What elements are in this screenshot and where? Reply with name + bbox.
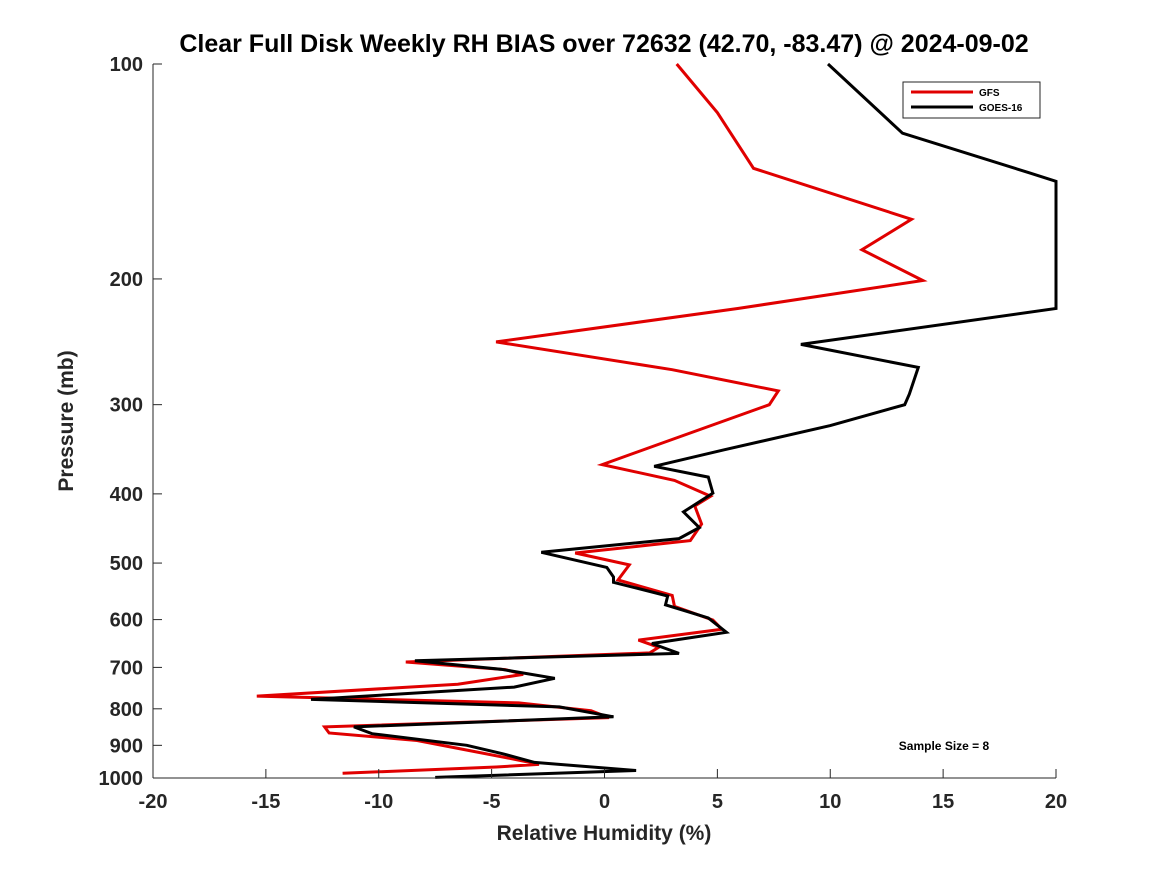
x-tick-label: -20 [139, 791, 168, 813]
chart-title: Clear Full Disk Weekly RH BIAS over 7263… [179, 30, 1028, 58]
y-tick-label: 600 [110, 610, 143, 632]
legend-label: GOES-16 [979, 103, 1023, 114]
x-tick-label: -10 [364, 791, 393, 813]
sample-size-annotation: Sample Size = 8 [899, 739, 990, 753]
legend-label: GFS [979, 88, 1000, 99]
y-tick-label: 700 [110, 657, 143, 679]
y-tick-label: 400 [110, 484, 143, 506]
legend: GFS GOES-16 [902, 81, 1041, 119]
y-tick-label: 1000 [99, 768, 144, 790]
plot-area [153, 64, 1056, 778]
x-tick-label: 5 [712, 791, 723, 813]
x-tick-label: -5 [483, 791, 501, 813]
x-tick-label: -15 [251, 791, 280, 813]
x-tick-label: 20 [1045, 791, 1067, 813]
y-tick-label: 900 [110, 735, 143, 757]
x-tick-label: 10 [819, 791, 841, 813]
series-layer [256, 62, 1058, 779]
y-tick-label: 500 [110, 553, 143, 575]
y-ticks: 100 200 300 400 500 600 700 800 900 1000 [99, 54, 162, 790]
legend-box [902, 81, 1041, 119]
series-line-goes-16 [310, 62, 1058, 779]
x-axis-label: Relative Humidity (%) [497, 822, 712, 845]
x-tick-label: 15 [932, 791, 954, 813]
y-tick-label: 200 [110, 269, 143, 291]
y-tick-label: 300 [110, 395, 143, 417]
y-axis-label: Pressure (mb) [55, 350, 78, 491]
y-tick-label: 100 [110, 54, 143, 76]
y-tick-label: 800 [110, 699, 143, 721]
x-tick-label: 0 [599, 791, 610, 813]
x-ticks: -20 -15 -10 -5 0 5 10 15 20 [139, 769, 1067, 813]
